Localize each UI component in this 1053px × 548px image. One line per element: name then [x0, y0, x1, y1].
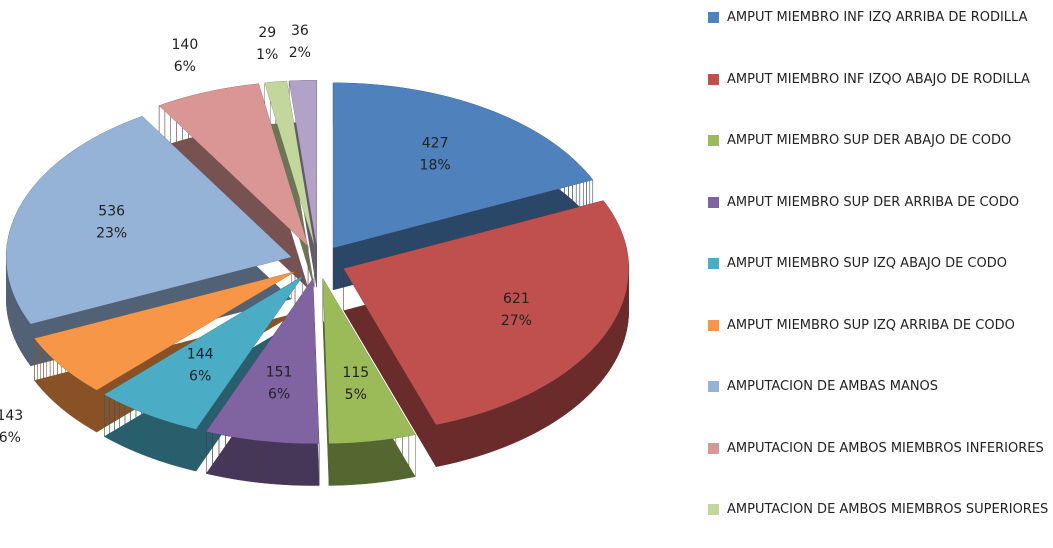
legend-item: AMPUT MIEMBRO SUP DER ARRIBA DE CODO: [708, 190, 1053, 252]
percent-label: 5%: [345, 387, 367, 403]
legend-swatch: [708, 381, 719, 392]
slice: [322, 278, 416, 444]
slice: [6, 116, 292, 324]
slice: [343, 200, 629, 425]
legend-item: AMPUT MIEMBRO SUP IZQ ABAJO DE CODO: [708, 251, 1053, 313]
percent-label: 23%: [96, 226, 127, 242]
data-label: 143: [0, 408, 23, 424]
legend-swatch: [708, 12, 719, 23]
pie-area: 36 2% 29 1% 140 6% 427 18% 536 23% 621 27% 143 6% 144 6…: [0, 23, 629, 486]
percent-label: 6%: [0, 430, 21, 446]
percent-label: 18%: [420, 157, 451, 173]
slice: [264, 81, 315, 246]
slice: [289, 80, 317, 246]
percent-label: 6%: [189, 368, 211, 384]
legend-item: AMPUT MIEMBRO SUP DER ABAJO DE CODO: [708, 128, 1053, 190]
legend-swatch: [708, 504, 719, 515]
slice: [159, 83, 309, 247]
legend-label: AMPUT MIEMBRO SUP IZQ ABAJO DE CODO: [727, 256, 1007, 271]
legend-item: AMPUTACION DE AMBAS MANOS: [708, 374, 1053, 436]
data-label: 115: [342, 365, 369, 381]
legend-label: AMPUT MIEMBRO INF IZQ ARRIBA DE RODILLA: [727, 10, 1028, 25]
legend-label: AMPUT MIEMBRO INF IZQO ABAJO DE RODILLA: [727, 71, 1030, 87]
legend-swatch: [708, 196, 719, 208]
legend-item: AMPUTACION DE AMBOS MIEMBROS INFERIORES: [708, 436, 1053, 498]
legend-item: AMPUT MIEMBRO SUP IZQ ARRIBA DE CODO: [708, 313, 1053, 375]
data-label: 536: [98, 204, 125, 220]
legend-swatch: [708, 442, 719, 454]
data-label: 151: [266, 365, 293, 381]
data-label: 427: [422, 135, 449, 151]
legend-swatch: [708, 135, 719, 146]
legend-label: AMPUT MIEMBRO SUP DER ABAJO DE CODO: [727, 133, 1012, 148]
legend-swatch: [708, 319, 719, 331]
data-label: 36: [291, 23, 309, 39]
percent-label: 27%: [501, 313, 532, 329]
legend: AMPUT MIEMBRO INF IZQ ARRIBA DE RODILLA A…: [708, 5, 1053, 548]
percent-label: 1%: [256, 47, 278, 63]
legend-swatch: [708, 73, 719, 85]
legend-label: AMPUT MIEMBRO SUP DER ARRIBA DE CODO: [727, 194, 1020, 210]
data-label: 621: [503, 291, 530, 307]
legend-label: AMPUTACION DE AMBAS MANOS: [727, 379, 939, 394]
slice: [104, 276, 303, 430]
data-label: 29: [258, 25, 276, 41]
data-label: 140: [172, 37, 199, 53]
slice: [333, 82, 593, 248]
legend-item: AMPUT MIEMBRO INF IZQO ABAJO DE RODILLA: [708, 67, 1053, 129]
legend-item: AMPUT MIEMBRO INF IZQ ARRIBA DE RODILLA: [708, 5, 1053, 67]
legend-label: AMPUTACION DE AMBOS MIEMBROS SUPERIORES: [727, 502, 1049, 517]
slice-side: [34, 271, 296, 433]
data-label: 144: [187, 346, 214, 362]
legend-label: AMPUT MIEMBRO SUP IZQ ARRIBA DE CODO: [727, 317, 1015, 333]
percent-label: 6%: [268, 387, 290, 403]
slice: [206, 278, 320, 444]
legend-label: AMPUTACION DE AMBOS MIEMBROS INFERIORES: [727, 440, 1044, 456]
legend-swatch: [708, 258, 719, 269]
slice: [34, 271, 296, 391]
percent-label: 2%: [289, 45, 311, 61]
percent-label: 6%: [174, 59, 196, 75]
legend-item: AMPUTACION DE AMBOS MIEMBROS SUPERIORES: [708, 497, 1053, 548]
